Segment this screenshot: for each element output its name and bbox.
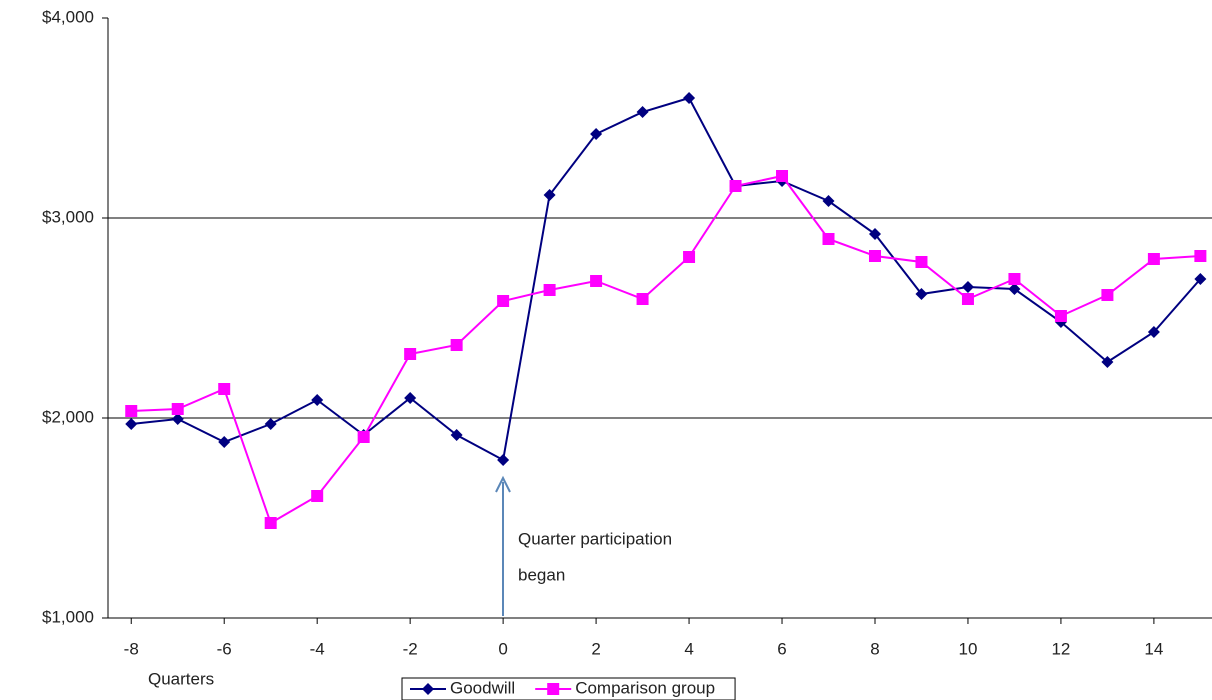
data-point: [915, 256, 928, 268]
data-point: [961, 293, 974, 305]
data-point: [636, 106, 649, 118]
data-point: [822, 233, 835, 245]
annotation-text: Quarter participation: [518, 529, 672, 548]
data-point: [543, 284, 556, 296]
x-tick-label: 12: [1051, 639, 1070, 658]
data-point: [1147, 253, 1160, 265]
data-point: [1194, 273, 1207, 285]
x-tick-label: 4: [684, 639, 693, 658]
data-point: [311, 394, 324, 406]
data-point: [961, 281, 974, 293]
data-point: [1008, 273, 1021, 285]
data-point: [218, 383, 231, 395]
series-line: [131, 174, 1201, 525]
x-tick-label: -2: [403, 639, 418, 658]
data-point: [497, 295, 510, 307]
data-point: [915, 288, 928, 300]
legend-marker: [547, 683, 560, 695]
y-tick-label: $3,000: [42, 207, 94, 226]
data-point: [1054, 310, 1067, 322]
annotation-arrowhead: [495, 475, 511, 493]
x-tick-label: 14: [1144, 639, 1163, 658]
data-point: [404, 348, 417, 360]
data-point: [776, 170, 789, 182]
x-tick-label: -4: [310, 639, 325, 658]
x-tick-label: 0: [498, 639, 507, 658]
data-point: [729, 180, 742, 192]
data-point: [497, 454, 510, 466]
data-point: [683, 92, 696, 104]
data-point: [404, 392, 417, 404]
data-point: [868, 250, 881, 262]
data-point: [125, 418, 138, 430]
legend-marker: [422, 683, 434, 695]
data-point: [264, 517, 277, 529]
x-tick-label: 10: [958, 639, 977, 658]
y-tick-label: $4,000: [42, 7, 94, 26]
data-point: [590, 128, 603, 140]
x-tick-label: 8: [870, 639, 879, 658]
data-point: [1101, 356, 1114, 368]
data-point: [590, 275, 603, 287]
x-tick-label: -8: [124, 639, 139, 658]
y-tick-label: $2,000: [42, 407, 94, 426]
data-point: [450, 429, 463, 441]
x-axis-label: Quarters: [148, 669, 214, 688]
legend-label: Goodwill: [450, 678, 515, 697]
data-point: [218, 436, 231, 448]
data-point: [357, 431, 370, 443]
annotation-text: began: [518, 565, 565, 584]
data-point: [683, 251, 696, 263]
data-point: [636, 293, 649, 305]
data-point: [311, 490, 324, 502]
x-tick-label: -6: [217, 639, 232, 658]
y-tick-label: $1,000: [42, 607, 94, 626]
data-point: [1194, 250, 1207, 262]
data-point: [450, 339, 463, 351]
data-point: [125, 405, 138, 417]
data-point: [1008, 283, 1021, 295]
data-point: [543, 189, 556, 201]
x-tick-label: 2: [591, 639, 600, 658]
data-point: [1101, 289, 1114, 301]
data-point: [171, 413, 184, 425]
data-point: [171, 403, 184, 415]
data-point: [868, 228, 881, 240]
data-point: [264, 418, 277, 430]
data-point: [1147, 326, 1160, 338]
x-tick-label: 6: [777, 639, 786, 658]
legend-label: Comparison group: [575, 678, 715, 697]
series-line: [131, 96, 1202, 462]
legend: Goodwill Comparison group: [401, 677, 736, 700]
data-point: [822, 195, 835, 207]
